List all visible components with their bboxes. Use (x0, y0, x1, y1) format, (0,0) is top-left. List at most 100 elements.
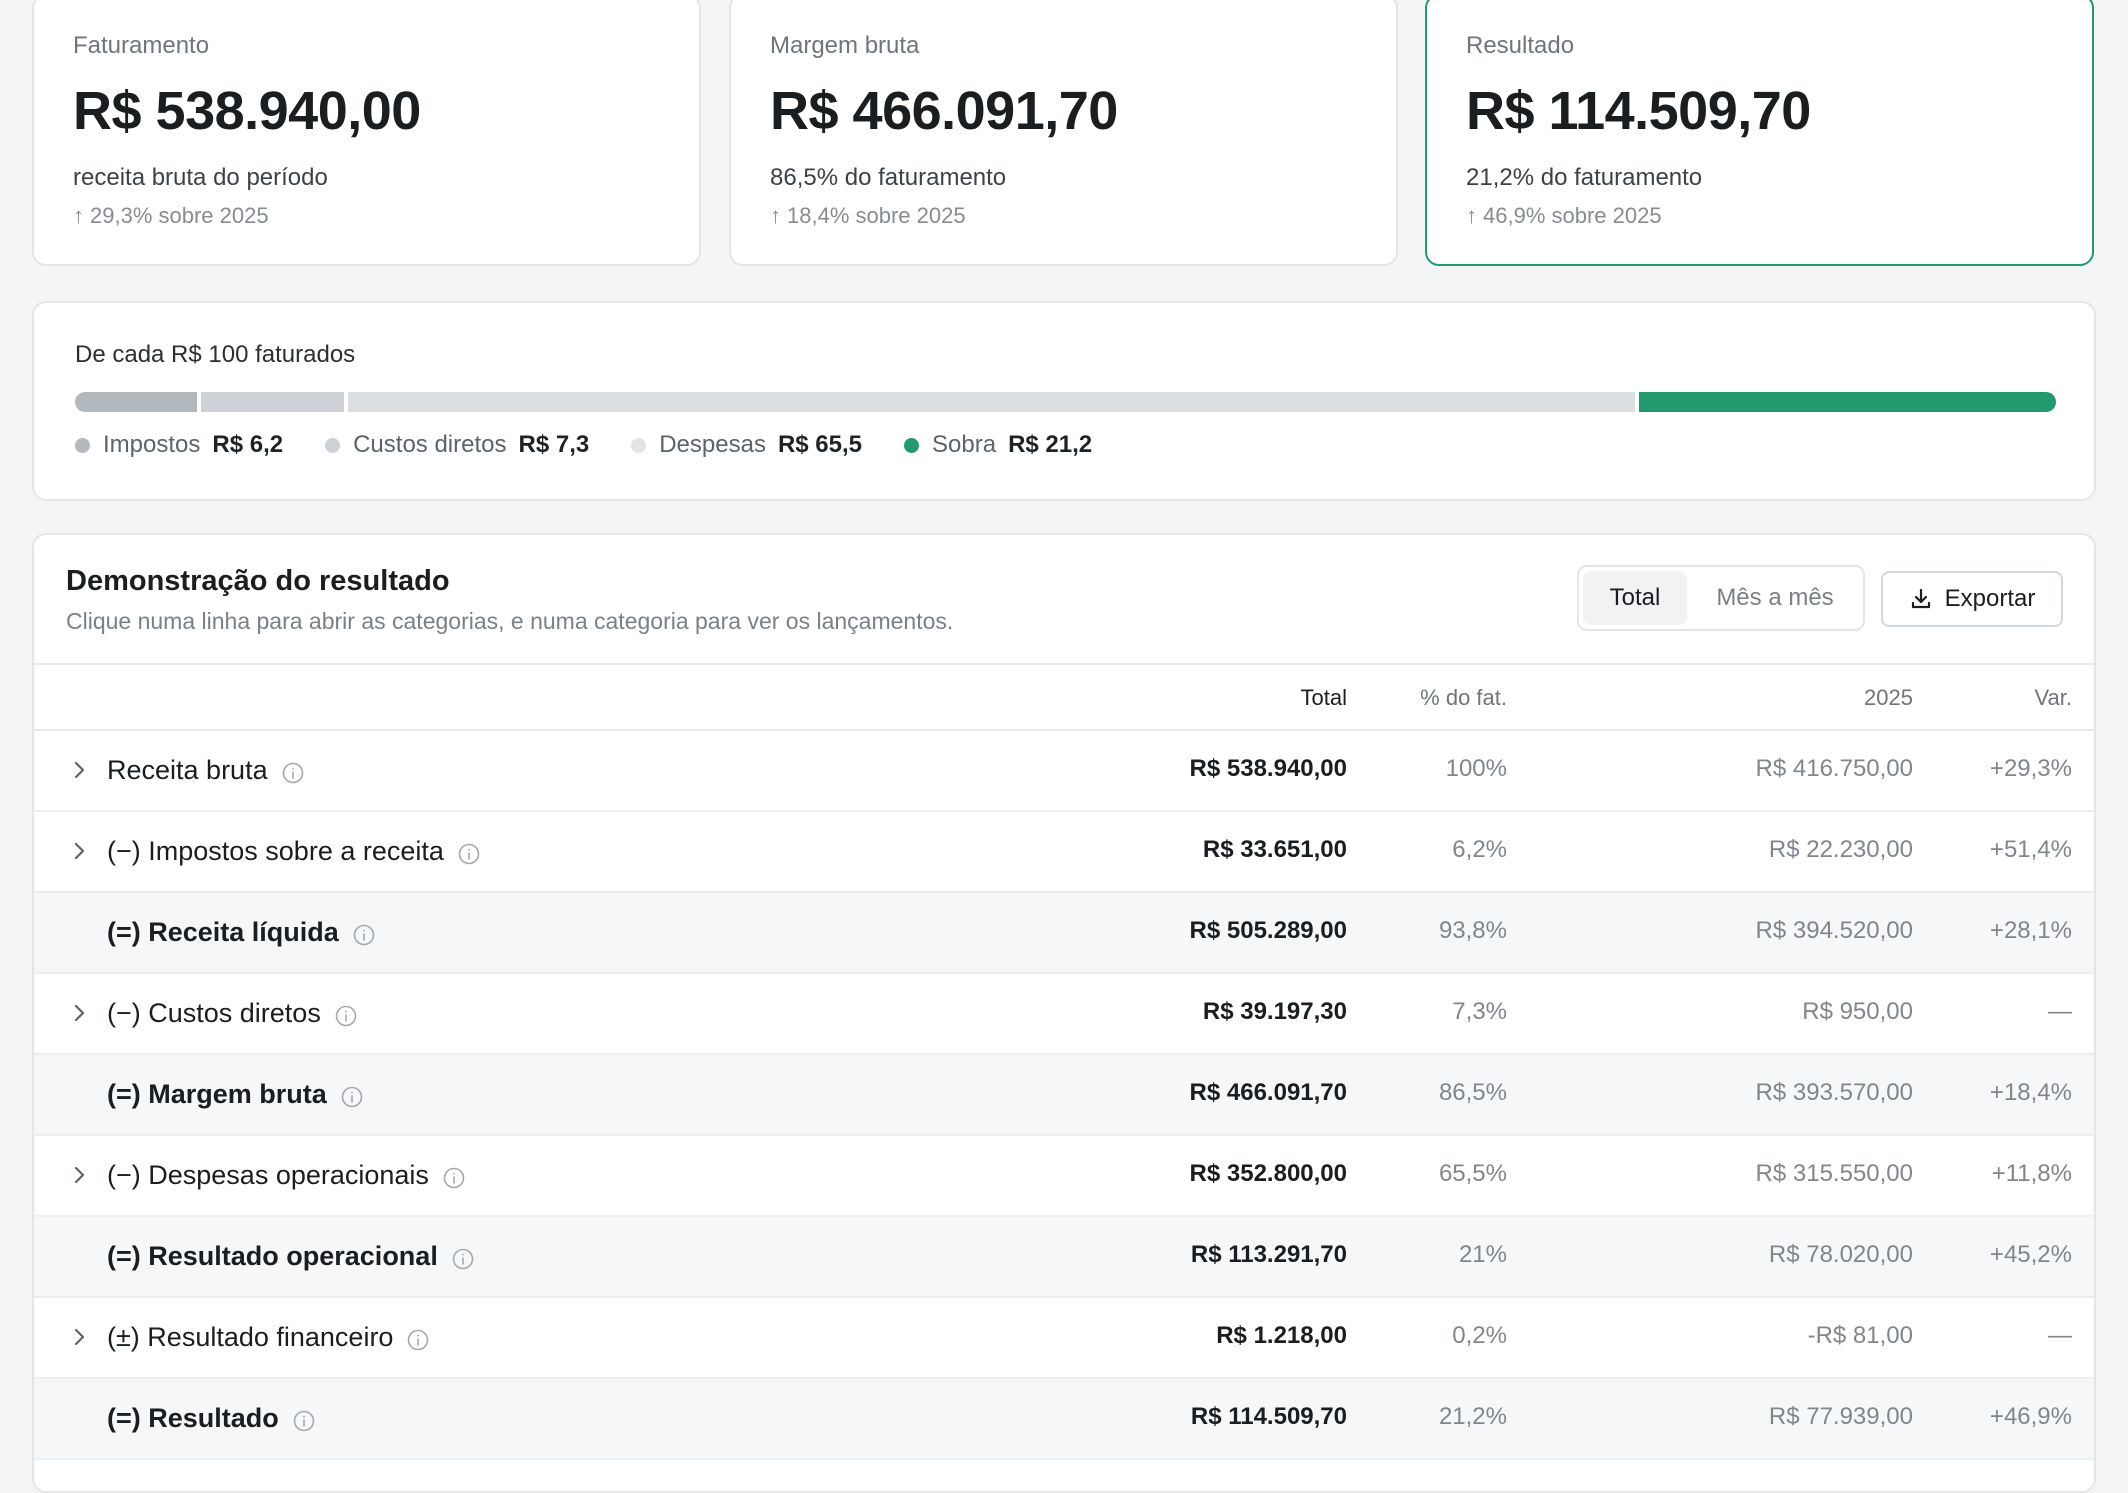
breakdown-segment-despesas (348, 392, 1636, 412)
view-toggle: Total Mês a mês (1577, 565, 1865, 631)
info-icon[interactable] (443, 1165, 465, 1188)
row-label: (−) Custos diretos (107, 998, 357, 1029)
table-header: Total % do fat. 2025 Var. (34, 663, 2094, 731)
cell-total: R$ 39.197,30 (1202, 998, 1347, 1025)
kpi-value: R$ 114.509,70 (1466, 81, 1811, 141)
table-row[interactable]: (−) Despesas operacionais R$ 352.800,00 65… (34, 1136, 2094, 1217)
breakdown-segment-impostos (75, 392, 197, 412)
row-label: (=) Resultado (107, 1403, 315, 1434)
cell-total: R$ 33.651,00 (1202, 836, 1347, 863)
row-label: (−) Despesas operacionais (107, 1160, 465, 1191)
cell-pct: 21,2% (1438, 1403, 1507, 1430)
cell-total: R$ 505.289,00 (1189, 917, 1347, 944)
kpi-label: Faturamento (73, 32, 210, 59)
chevron-right-icon[interactable] (70, 1164, 88, 1186)
row-label: (=) Receita líquida (107, 917, 375, 948)
cell-prev-year: R$ 22.230,00 (1768, 836, 1913, 863)
kpi-card-faturamento: Faturamento R$ 538.940,00 receita bruta … (32, 0, 701, 266)
cell-variation: +46,9% (1989, 1403, 2072, 1430)
chevron-right-icon[interactable] (70, 1002, 88, 1024)
view-option-total[interactable]: Total (1583, 571, 1687, 625)
kpi-card-resultado: Resultado R$ 114.509,70 21,2% do faturam… (1425, 0, 2094, 266)
cell-prev-year: R$ 416.750,00 (1755, 755, 1913, 782)
legend-dot (631, 437, 647, 453)
row-label-text: (=) Receita líquida (107, 917, 339, 947)
cell-total: R$ 1.218,00 (1216, 1322, 1347, 1349)
legend-item: Sobra R$ 21,2 (904, 431, 1092, 459)
cell-pct: 0,2% (1452, 1322, 1507, 1349)
column-header-variation[interactable]: Var. (2034, 685, 2072, 710)
legend-value: R$ 65,5 (777, 431, 863, 458)
column-header-prev-year[interactable]: 2025 (1864, 685, 1913, 710)
cell-pct: 21% (1458, 1241, 1507, 1268)
row-label-text: (=) Resultado (107, 1403, 279, 1433)
row-label-text: (=) Resultado operacional (107, 1241, 438, 1271)
legend-label: Custos diretos (353, 431, 507, 458)
cell-variation: — (2048, 998, 2072, 1025)
info-icon[interactable] (353, 922, 375, 945)
cell-prev-year: R$ 393.570,00 (1755, 1079, 1913, 1106)
cell-prev-year: R$ 315.550,00 (1755, 1160, 1913, 1187)
legend-dot (325, 437, 341, 453)
arrow-up-icon: ↑ (770, 203, 781, 228)
cell-variation: +45,2% (1989, 1241, 2072, 1268)
statement-subtitle: Clique numa linha para abrir as categori… (66, 608, 954, 634)
cell-total: R$ 538.940,00 (1189, 755, 1347, 782)
cell-pct: 93,8% (1438, 917, 1507, 944)
income-statement-card: Demonstração do resultado Clique numa li… (32, 533, 2096, 1493)
legend-dot (75, 437, 90, 453)
table-row: (=) Resultado operacional R$ 113.291,70 21… (34, 1217, 2094, 1298)
view-option-monthly[interactable]: Mês a mês (1716, 584, 1834, 611)
info-icon[interactable] (458, 841, 480, 864)
row-label: Receita bruta (107, 755, 304, 786)
cell-variation: +29,3% (1989, 755, 2072, 782)
kpi-trend: ↑ 18,4% sobre 2025 (770, 203, 966, 228)
legend-dot (904, 437, 920, 453)
info-icon[interactable] (282, 760, 304, 783)
export-label: Exportar (1944, 585, 2036, 612)
chevron-right-icon[interactable] (70, 1326, 88, 1348)
revenue-breakdown-card: De cada R$ 100 faturados Impostos R$ 6,2 C… (32, 301, 2096, 501)
info-icon[interactable] (407, 1327, 429, 1350)
row-label-text: (=) Margem bruta (107, 1079, 327, 1109)
row-label: (=) Resultado operacional (107, 1241, 474, 1272)
breakdown-segment-custos-diretos (200, 392, 345, 412)
cell-pct: 100% (1445, 755, 1507, 782)
info-icon[interactable] (452, 1246, 474, 1269)
legend-label: Sobra (932, 431, 997, 458)
info-icon[interactable] (341, 1084, 363, 1107)
kpi-value: R$ 538.940,00 (73, 81, 421, 141)
info-icon[interactable] (293, 1408, 315, 1431)
cell-total: R$ 114.509,70 (1190, 1403, 1347, 1430)
chevron-right-icon[interactable] (70, 759, 88, 781)
legend-value: R$ 21,2 (1008, 431, 1093, 458)
statement-title: Demonstração do resultado (66, 565, 450, 597)
chevron-right-icon[interactable] (70, 840, 88, 862)
cell-pct: 6,2% (1452, 836, 1507, 863)
row-label: (−) Impostos sobre a receita (107, 836, 480, 867)
cell-variation: +51,4% (1989, 836, 2072, 863)
row-label-text: (−) Despesas operacionais (107, 1160, 429, 1190)
cell-variation: +11,8% (1991, 1160, 2072, 1187)
table-row[interactable]: (−) Impostos sobre a receita R$ 33.651,00… (34, 812, 2094, 893)
cell-prev-year: R$ 950,00 (1802, 998, 1913, 1025)
row-label: (±) Resultado financeiro (107, 1322, 429, 1353)
legend-item: Impostos R$ 6,2 (75, 431, 283, 459)
breakdown-stacked-bar (75, 392, 2056, 412)
table-row[interactable]: (−) Custos diretos R$ 39.197,30 7,3% R$ 950… (34, 974, 2094, 1055)
kpi-description: 86,5% do faturamento (770, 164, 1007, 191)
column-header-pct[interactable]: % do fat. (1420, 685, 1507, 710)
column-header-total[interactable]: Total (1300, 685, 1347, 710)
cell-prev-year: -R$ 81,00 (1807, 1322, 1913, 1349)
cell-prev-year: R$ 77.939,00 (1768, 1403, 1913, 1430)
info-icon[interactable] (335, 1003, 357, 1026)
export-button[interactable]: Exportar (1881, 571, 2063, 627)
cell-prev-year: R$ 394.520,00 (1755, 917, 1913, 944)
table-row[interactable]: Receita bruta R$ 538.940,00 100% R$ 416.750… (34, 731, 2094, 812)
cell-total: R$ 466.091,70 (1189, 1079, 1347, 1106)
kpi-trend: ↑ 29,3% sobre 2025 (73, 203, 269, 228)
table-row: (=) Margem bruta R$ 466.091,70 86,5% R$ 393… (34, 1055, 2094, 1136)
table-row[interactable]: (±) Resultado financeiro R$ 1.218,00 0,2% -… (34, 1298, 2094, 1379)
table-row: (=) Resultado R$ 114.509,70 21,2% R$ 77.939… (34, 1379, 2094, 1460)
arrow-up-icon: ↑ (73, 203, 84, 228)
